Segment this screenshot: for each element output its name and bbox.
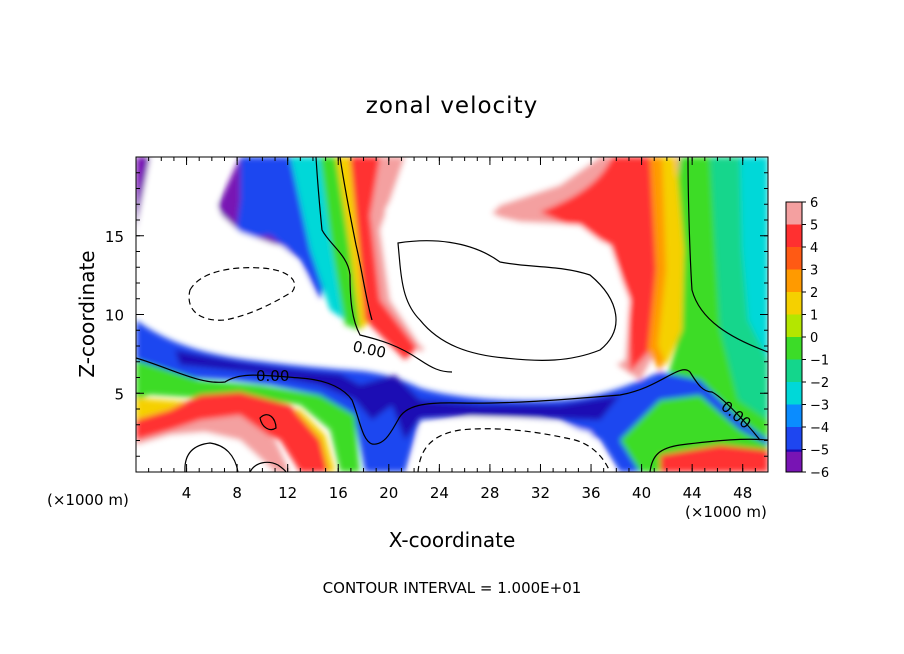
contour-dashed-lower-middle xyxy=(417,428,611,472)
contour-lines xyxy=(136,157,768,472)
field-band-cyan2-right xyxy=(740,157,768,360)
contour-zero-upper xyxy=(315,157,453,373)
field-green-lower-left xyxy=(136,360,360,472)
contour-right-lower xyxy=(649,438,768,472)
field-red-lower-left xyxy=(136,392,328,472)
contour-lower-left-loop xyxy=(184,442,239,472)
colorbar-swatch xyxy=(786,314,802,338)
x-tick-label: 44 xyxy=(683,484,702,502)
y-tick-label: 5 xyxy=(114,385,124,403)
field-yellow-band xyxy=(658,157,684,366)
field-red-upper xyxy=(350,157,420,360)
x-tick-label: 32 xyxy=(531,484,550,502)
contour-lower-left-blob xyxy=(249,461,287,472)
colorbar-swatch xyxy=(786,427,802,450)
x-tick-label: 12 xyxy=(278,484,297,502)
x-tick-label: 40 xyxy=(632,484,651,502)
x-tick-label: 4 xyxy=(182,484,192,502)
colorbar-swatch xyxy=(786,269,802,293)
contour-dashed-upper-left xyxy=(188,267,296,321)
field-white-upper-left xyxy=(136,157,322,335)
colorbar-label: −2 xyxy=(810,376,829,391)
colorbar-swatch xyxy=(786,292,802,315)
colorbar-label: 4 xyxy=(810,241,818,256)
field-blue-jet xyxy=(136,320,768,472)
colorbar-label: 5 xyxy=(810,219,818,234)
colorbar-swatch xyxy=(786,247,802,270)
field-red-core xyxy=(540,157,665,372)
field-white-lower-middle xyxy=(412,418,612,472)
colorbar-label: 3 xyxy=(810,264,818,279)
y-tick-label: 15 xyxy=(105,228,124,246)
colorbar-swatch xyxy=(786,337,802,360)
colorbar-swatch xyxy=(786,224,802,248)
y-axis-ticks: 5 10 15 xyxy=(105,172,768,457)
colorbar-label: −3 xyxy=(810,399,829,414)
x-axis-unit-right: (×1000 m) xyxy=(685,503,767,521)
contour-zero-main xyxy=(136,357,761,445)
colorbar-swatch xyxy=(786,451,802,472)
contour-zero-left-jet xyxy=(339,157,373,321)
contour-interval-footer: CONTOUR INTERVAL = 1.000E+01 xyxy=(323,579,582,597)
x-tick-label: 20 xyxy=(379,484,398,502)
colorbar-label: −6 xyxy=(810,466,829,481)
colorbar-swatch xyxy=(786,404,802,428)
field-pink-upper xyxy=(370,157,430,352)
colorbar: 6 5 4 3 2 1 0 −1 −2 −3 −4 −5 −6 xyxy=(785,196,829,481)
field-cyan-upper xyxy=(290,157,345,320)
plot-area: 0.00 0.00 0.00 xyxy=(136,157,768,472)
colorbar-label: −5 xyxy=(810,444,829,459)
contour-right-vertical xyxy=(687,157,768,353)
contour-label-1: 0.00 xyxy=(256,367,289,385)
chart-title: zonal velocity xyxy=(366,93,538,119)
field-white-lower-left xyxy=(136,432,275,472)
x-tick-label: 36 xyxy=(581,484,600,502)
y-axis-label: Z-coordinate xyxy=(75,250,99,377)
contour-center-loop xyxy=(397,240,617,361)
colorbar-label: −4 xyxy=(810,421,829,436)
field-navy-jet xyxy=(175,350,620,440)
contour-small-lower-left xyxy=(259,414,277,431)
x-axis-ticks: 4 8 12 16 20 24 28 32 36 40 44 48 xyxy=(148,157,756,502)
x-tick-label: 24 xyxy=(430,484,449,502)
colorbar-label: 6 xyxy=(810,196,818,211)
field-white-center xyxy=(380,157,630,380)
velocity-field xyxy=(136,157,768,472)
x-tick-label: 16 xyxy=(329,484,348,502)
colorbar-label: 0 xyxy=(810,331,818,346)
x-axis-unit-left: (×1000 m) xyxy=(47,491,129,509)
x-tick-label: 8 xyxy=(232,484,242,502)
colorbar-swatch xyxy=(786,382,802,405)
colorbar-swatch xyxy=(786,359,802,383)
colorbar-label: 1 xyxy=(810,309,818,324)
x-tick-label: 28 xyxy=(480,484,499,502)
colorbar-label: 2 xyxy=(810,286,818,301)
colorbar-label: −1 xyxy=(810,354,829,369)
field-red-lower-right xyxy=(660,445,768,472)
x-axis-label: X-coordinate xyxy=(389,528,516,552)
x-tick-label: 48 xyxy=(733,484,752,502)
colorbar-swatch xyxy=(786,202,802,225)
y-tick-label: 10 xyxy=(105,307,124,325)
